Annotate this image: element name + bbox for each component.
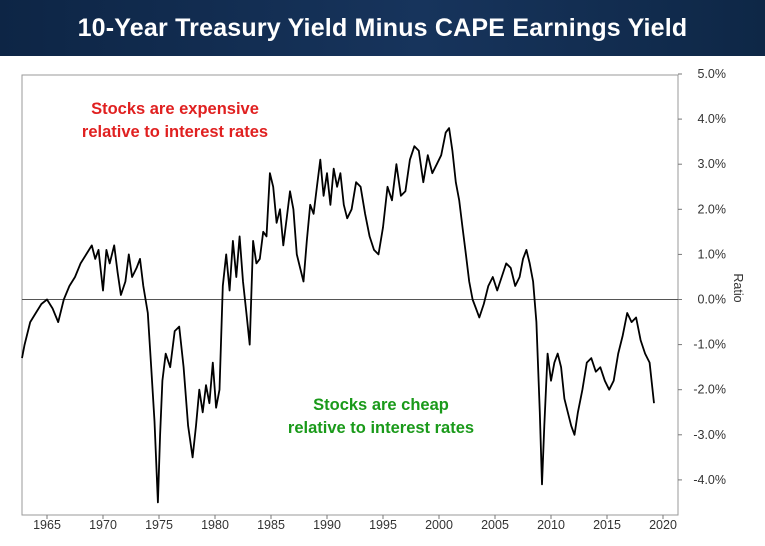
annotation-text: relative to interest rates bbox=[82, 123, 268, 141]
y-axis: 5.0% 4.0% 3.0% 2.0% 1.0% 0.0% -1.0% -2.0% -3.0% -… bbox=[678, 67, 726, 487]
y-tick-label: -3.0% bbox=[693, 428, 726, 442]
x-tick-label: 1970 bbox=[89, 518, 117, 532]
x-tick-label: 2020 bbox=[649, 518, 677, 532]
y-tick-label: 4.0% bbox=[698, 112, 727, 126]
annotations: Stocks are expensive relative to interest… bbox=[82, 100, 474, 437]
y-tick-label: 2.0% bbox=[698, 202, 727, 216]
x-tick-label: 1990 bbox=[313, 518, 341, 532]
y-tick-label: 1.0% bbox=[698, 247, 727, 261]
x-tick-label: 1975 bbox=[145, 518, 173, 532]
x-tick-label: 2005 bbox=[481, 518, 509, 532]
x-tick-label: 1980 bbox=[201, 518, 229, 532]
x-tick-label: 1965 bbox=[33, 518, 61, 532]
annotation-text: relative to interest rates bbox=[288, 419, 474, 437]
title-banner: 10-Year Treasury Yield Minus CAPE Earnin… bbox=[0, 0, 765, 56]
y-tick-label: 3.0% bbox=[698, 157, 727, 171]
x-axis: 1965 1970 1975 1980 1985 1990 1995 2000 2005 2010… bbox=[33, 515, 677, 532]
annotation-text: Stocks are cheap bbox=[313, 396, 449, 414]
x-tick-label: 2015 bbox=[593, 518, 621, 532]
y-tick-label: -4.0% bbox=[693, 473, 726, 487]
annotation-text: Stocks are expensive bbox=[91, 100, 259, 118]
chart-title: 10-Year Treasury Yield Minus CAPE Earnin… bbox=[77, 13, 688, 42]
y-tick-label: 0.0% bbox=[698, 293, 727, 307]
plot-frame bbox=[21, 74, 679, 516]
x-tick-label: 2000 bbox=[425, 518, 453, 532]
x-tick-label: 1995 bbox=[369, 518, 397, 532]
chart-area: 5.0% 4.0% 3.0% 2.0% 1.0% 0.0% -1.0% -2.0% -3.0% -… bbox=[0, 56, 765, 541]
y-tick-label: -1.0% bbox=[693, 338, 726, 352]
y-tick-label: -2.0% bbox=[693, 383, 726, 397]
x-tick-label: 1985 bbox=[257, 518, 285, 532]
line-chart: 5.0% 4.0% 3.0% 2.0% 1.0% 0.0% -1.0% -2.0% -3.0% -… bbox=[21, 67, 745, 532]
series-line bbox=[21, 127, 655, 504]
y-axis-label: Ratio bbox=[731, 273, 745, 302]
y-tick-label: 5.0% bbox=[698, 67, 727, 81]
x-tick-label: 2010 bbox=[537, 518, 565, 532]
